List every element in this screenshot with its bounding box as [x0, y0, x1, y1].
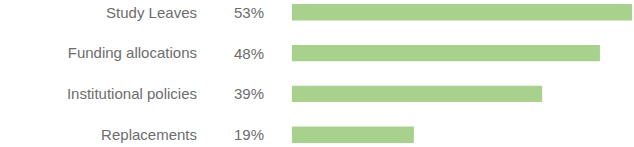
svg-text:48%: 48%	[234, 45, 264, 62]
svg-text:Replacements: Replacements	[101, 126, 197, 143]
svg-text:19%: 19%	[234, 126, 264, 143]
svg-text:Study Leaves: Study Leaves	[106, 4, 197, 21]
svg-text:Funding allocations: Funding allocations	[68, 44, 197, 61]
svg-text:39%: 39%	[234, 85, 264, 102]
svg-text:Institutional policies: Institutional policies	[67, 85, 197, 102]
svg-text:53%: 53%	[234, 4, 264, 21]
